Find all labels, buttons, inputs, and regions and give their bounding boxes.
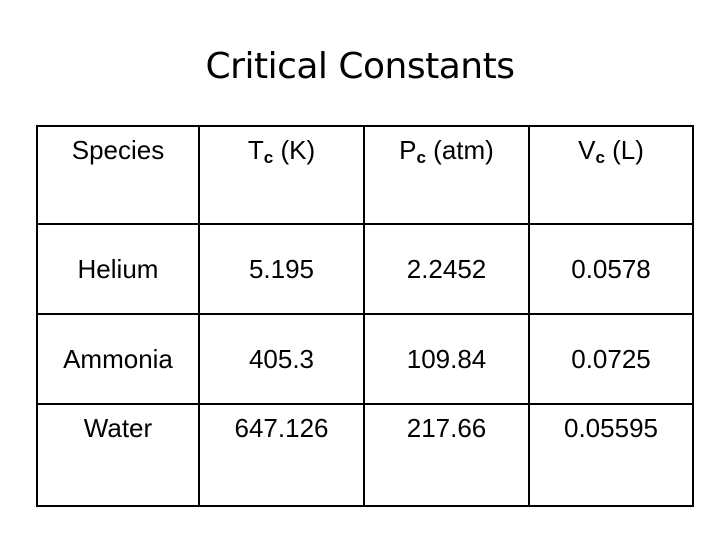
- header-species: Species: [36, 125, 200, 225]
- cell-tc: 405.3: [198, 313, 365, 405]
- cell-vc: 0.0725: [528, 313, 694, 405]
- cell-species: Ammonia: [36, 313, 200, 405]
- table-row: Water 647.126 217.66 0.05595: [36, 403, 694, 507]
- header-t-symbol: T: [247, 135, 264, 165]
- cell-pc: 2.2452: [363, 223, 530, 315]
- header-critical-temperature: Tc (K): [198, 125, 365, 225]
- cell-tc: 647.126: [198, 403, 365, 507]
- header-v-unit: (L): [604, 135, 644, 165]
- header-species-label: Species: [71, 135, 165, 165]
- critical-constants-table: Species Tc (K) Pc (atm) Vc (L) Helium 5.…: [36, 125, 694, 507]
- cell-species: Water: [36, 403, 200, 507]
- slide-title: Critical Constants: [205, 46, 515, 87]
- header-critical-pressure: Pc (atm): [363, 125, 530, 225]
- cell-pc: 109.84: [363, 313, 530, 405]
- table-row: Ammonia 405.3 109.84 0.0725: [36, 313, 694, 405]
- header-p-subscript: c: [416, 148, 426, 167]
- cell-species: Helium: [36, 223, 200, 315]
- header-t-subscript: c: [263, 148, 274, 167]
- header-v-symbol: V: [578, 135, 596, 165]
- header-p-symbol: P: [399, 135, 417, 165]
- header-t-unit: (K): [273, 135, 316, 165]
- cell-pc: 217.66: [363, 403, 530, 507]
- cell-vc: 0.05595: [528, 403, 694, 507]
- header-v-subscript: c: [595, 148, 605, 167]
- header-p-unit: (atm): [425, 135, 494, 165]
- cell-tc: 5.195: [198, 223, 365, 315]
- table-row: Helium 5.195 2.2452 0.0578: [36, 223, 694, 315]
- header-critical-volume: Vc (L): [528, 125, 694, 225]
- cell-vc: 0.0578: [528, 223, 694, 315]
- table-header-row: Species Tc (K) Pc (atm) Vc (L): [36, 125, 694, 225]
